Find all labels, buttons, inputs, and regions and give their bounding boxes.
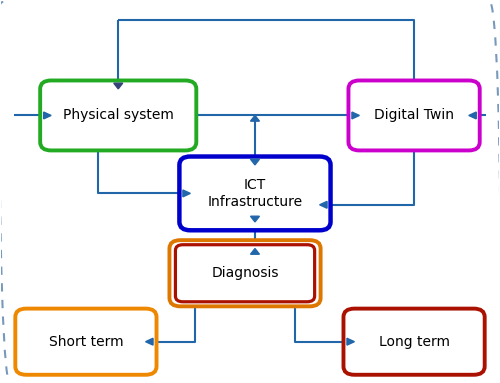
Polygon shape — [250, 159, 260, 165]
FancyBboxPatch shape — [344, 309, 484, 375]
Polygon shape — [44, 112, 51, 119]
Text: Physical system: Physical system — [63, 108, 174, 123]
Text: ICT
Infrastructure: ICT Infrastructure — [208, 178, 302, 208]
Polygon shape — [347, 338, 354, 345]
FancyBboxPatch shape — [16, 309, 156, 375]
Polygon shape — [320, 201, 327, 208]
FancyBboxPatch shape — [348, 80, 480, 151]
FancyBboxPatch shape — [170, 240, 320, 306]
Text: Digital Twin: Digital Twin — [374, 108, 454, 123]
Text: Long term: Long term — [378, 335, 450, 349]
Polygon shape — [250, 249, 260, 254]
Polygon shape — [250, 216, 260, 222]
Polygon shape — [146, 338, 153, 345]
Polygon shape — [183, 190, 190, 197]
Text: Diagnosis: Diagnosis — [212, 266, 279, 280]
Polygon shape — [469, 112, 476, 119]
FancyBboxPatch shape — [180, 157, 330, 230]
FancyBboxPatch shape — [40, 80, 196, 151]
Text: Short term: Short term — [48, 335, 123, 349]
Polygon shape — [250, 115, 260, 121]
Polygon shape — [352, 112, 360, 119]
Polygon shape — [114, 83, 122, 89]
